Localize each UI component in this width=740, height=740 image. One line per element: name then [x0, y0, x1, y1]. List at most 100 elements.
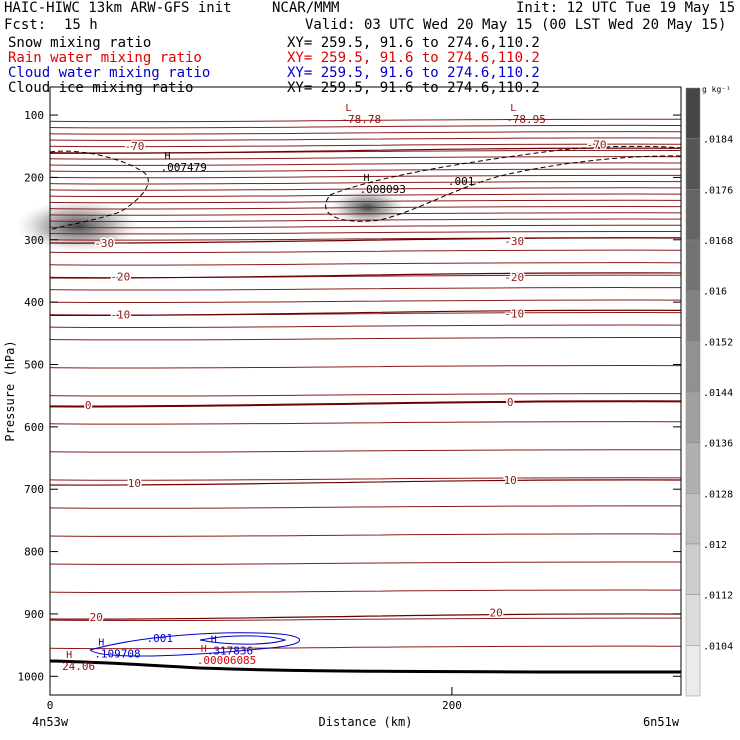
- isotherm-line: [49, 174, 682, 179]
- isotherm-line: [49, 143, 682, 148]
- colorbar-swatch: [685, 239, 701, 291]
- extremum-value: .008093: [359, 183, 405, 196]
- field-name-cloudwater: Cloud water mixing ratio: [8, 65, 211, 81]
- isotherm-line: [49, 336, 682, 341]
- y-tick-label: 200: [24, 171, 44, 184]
- y-tick-label: 800: [24, 546, 44, 559]
- extremum-marker: L: [345, 103, 351, 114]
- snow-max-blob-left: [16, 200, 141, 253]
- cloud-water-inner-contour: [199, 635, 287, 645]
- colorbar-swatch: [685, 645, 701, 697]
- y-tick-label: 400: [24, 296, 44, 309]
- extremum-marker: H: [66, 650, 72, 661]
- isotherm-line: [49, 205, 682, 210]
- org-label: NCAR/MMM: [272, 0, 340, 16]
- isotherm-line: [49, 645, 682, 650]
- y-tick-label: 100: [24, 109, 44, 122]
- colorbar-label: .012: [703, 540, 727, 551]
- isotherm-label: 20: [90, 611, 103, 624]
- extremum-value: -78.78: [341, 113, 381, 126]
- isotherm-line: [49, 262, 682, 266]
- labeled-isotherm: [49, 237, 682, 244]
- colorbar: .0184 .0176 .0168 .016 .0152 .0144 .0136 .0128.…: [685, 85, 733, 697]
- y-tick-label: 900: [24, 608, 44, 621]
- field-name-cloudice: Cloud ice mixing ratio: [8, 80, 194, 96]
- isotherm-line: [49, 168, 682, 173]
- field-xy-snow: XY= 259.5, 91.6 to 274.6,110.2: [287, 35, 540, 51]
- extremum-value: 24.06: [62, 660, 95, 673]
- colorbar-label: .0104: [703, 641, 733, 652]
- colorbar-swatch: [685, 341, 701, 393]
- extremum-value: .317836: [207, 644, 253, 657]
- x-start-label: 4n53w: [32, 715, 69, 729]
- isotherm-line: [49, 421, 682, 425]
- y-tick-label: 700: [24, 483, 44, 496]
- colorbar-swatch: [685, 543, 701, 595]
- ice-contour-center: [325, 145, 682, 222]
- model-title: HAIC-HIWC 13km ARW-GFS init: [4, 0, 232, 16]
- colorbar-label: .0168: [703, 236, 733, 247]
- extremum-value: .109708: [94, 648, 140, 661]
- isotherm-label: 0: [85, 399, 92, 412]
- labeled-isotherm: [49, 479, 682, 486]
- extremum-value: .00006085: [197, 654, 257, 667]
- extremum-marker: H: [363, 173, 369, 184]
- plot-frame: [49, 86, 682, 696]
- labeled-isotherm: [49, 400, 682, 408]
- temperature-contours: [49, 118, 682, 650]
- labeled-isotherm: [49, 309, 682, 317]
- isotherm-line: [49, 324, 682, 329]
- isotherm-label: 0: [507, 396, 514, 409]
- field-xy-cloudice: XY= 259.5, 91.6 to 274.6,110.2: [287, 80, 540, 96]
- extremum-value: .001: [448, 175, 475, 188]
- cloud-water-contour: [89, 632, 301, 657]
- y-tick-label: 1000: [18, 670, 45, 683]
- isotherm-line: [49, 212, 682, 216]
- x-axis-label: Distance (km): [319, 715, 413, 729]
- fcst-value: 15 h: [64, 17, 98, 33]
- isotherm-label: -70: [124, 140, 144, 153]
- colorbar-unit: g kg⁻¹: [702, 85, 731, 94]
- isotherm-line: [49, 505, 682, 509]
- isotherm-line: [49, 181, 682, 185]
- labeled-isotherm: [49, 613, 682, 620]
- isotherm-line: [49, 131, 682, 135]
- isotherm-line: [49, 533, 682, 537]
- isotherm-line: [49, 137, 682, 141]
- colorbar-swatch: [685, 87, 701, 139]
- init-time: Init: 12 UTC Tue 19 May 15: [516, 0, 736, 16]
- extremum-marker: H: [211, 634, 217, 645]
- isotherm-line: [49, 449, 682, 453]
- isotherm-label: -30: [504, 235, 524, 248]
- isotherm-label: -70: [587, 138, 607, 151]
- isotherm-line: [49, 589, 682, 594]
- isotherm-line: [49, 230, 682, 235]
- extremum-marker: L: [510, 103, 516, 114]
- colorbar-label: .0144: [703, 388, 733, 399]
- x-tick-label: 0: [47, 699, 54, 712]
- field-xy-rain: XY= 259.5, 91.6 to 274.6,110.2: [287, 50, 540, 66]
- field-xy-cloudwater: XY= 259.5, 91.6 to 274.6,110.2: [287, 65, 540, 81]
- cloud-ice-contours: [49, 145, 682, 231]
- colorbar-swatch: [685, 391, 701, 443]
- ground-surface: [49, 659, 682, 674]
- isotherm-line: [49, 156, 682, 160]
- colorbar-swatch: [685, 493, 701, 545]
- extremum-marker: H: [201, 644, 207, 655]
- y-tick-label: 600: [24, 421, 44, 434]
- isotherm-line: [49, 193, 682, 198]
- colorbar-swatch: [685, 594, 701, 646]
- extremum-value: -78.95: [506, 113, 546, 126]
- isotherm-line: [49, 287, 682, 291]
- y-axis-label: Pressure (hPa): [3, 340, 17, 441]
- isotherm-line: [49, 187, 682, 191]
- isotherm-line: [49, 561, 682, 566]
- colorbar-swatch: [685, 138, 701, 190]
- y-tick-label: 300: [24, 234, 44, 247]
- ice-contour-left: [49, 150, 149, 231]
- isotherm-line: [49, 364, 682, 369]
- isotherm-label: -10: [504, 307, 524, 320]
